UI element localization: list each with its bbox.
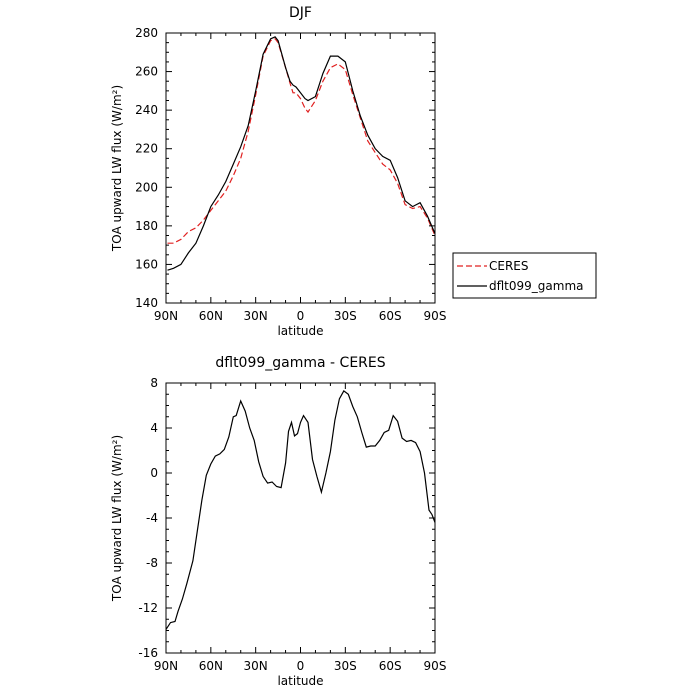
y-tick-label: 0 [150, 466, 158, 480]
x-axis-label: latitude [277, 324, 323, 338]
panel-1: DJF 90N 60N 30N 0 30S 60S 90S 140 160 180 200 220 240… [110, 5, 446, 338]
x-tick-label: 90S [424, 659, 447, 673]
y-tick-label: -16 [138, 646, 158, 660]
x-tick-label: 90N [154, 659, 178, 673]
y-tick-label: 240 [135, 103, 158, 117]
y-tick-label: -12 [138, 601, 158, 615]
y-tick-label: -8 [146, 556, 158, 570]
x-tick-label: 60S [379, 659, 402, 673]
panel-2: dflt099_gamma - CERES 90N 60N 30N 0 30S 60S 90S… [110, 355, 446, 688]
x-tick-label: 30S [334, 659, 357, 673]
y-axis-label: TOA upward LW flux (W/m²) [110, 435, 124, 602]
x-tick-label: 60N [199, 309, 223, 323]
y-tick-label: 140 [135, 296, 158, 310]
series-line-ceres [167, 38, 436, 244]
series-line-model [165, 390, 436, 630]
y-axis-label: TOA upward LW flux (W/m²) [110, 85, 124, 252]
x-tick-label: 60S [379, 309, 402, 323]
x-axis-label: latitude [277, 674, 323, 688]
y-tick-label: 260 [135, 65, 158, 79]
chart-title: dflt099_gamma - CERES [215, 355, 385, 371]
x-tick-label: 0 [297, 659, 305, 673]
x-tick-label: 30N [244, 659, 268, 673]
series-line-model [167, 36, 436, 271]
x-tick-label: 90N [154, 309, 178, 323]
x-tick-label: 30N [244, 309, 268, 323]
x-tick-label: 0 [297, 309, 305, 323]
y-tick-label: 280 [135, 26, 158, 40]
y-tick-label: 200 [135, 180, 158, 194]
legend: CERES dflt099_gamma [452, 252, 597, 299]
y-tick-label: 180 [135, 219, 158, 233]
legend-entry: dflt099_gamma [489, 279, 584, 293]
y-tick-label: 4 [150, 421, 158, 435]
x-tick-label: 60N [199, 659, 223, 673]
y-tick-label: 8 [150, 376, 158, 390]
x-tick-label: 90S [424, 309, 447, 323]
y-tick-label: 220 [135, 142, 158, 156]
y-tick-label: -4 [146, 511, 158, 525]
x-tick-label: 30S [334, 309, 357, 323]
plot-frame [165, 32, 436, 304]
legend-box [452, 252, 597, 299]
chart-title: DJF [289, 5, 312, 21]
legend-entry: CERES [489, 259, 529, 273]
y-tick-label: 160 [135, 257, 158, 271]
